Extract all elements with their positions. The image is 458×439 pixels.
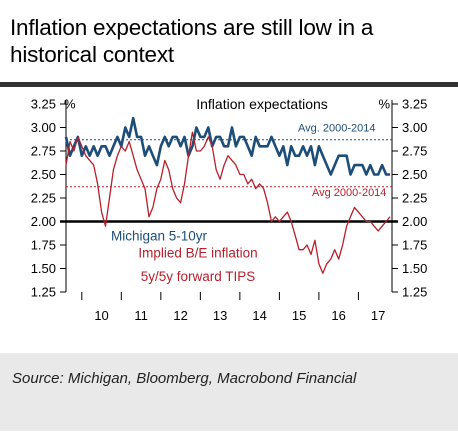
x-tick-label: 16 — [331, 308, 345, 323]
series-label-tips-2: 5y/5y forward TIPS — [141, 269, 256, 284]
chart-title: Inflation expectations — [196, 96, 328, 112]
chart-axes: 3.25 3.25 3.00 3.00 2.75 2.75 2.50 2.50 2.25 2.25… — [31, 97, 428, 324]
y-tick-label-left: 2.25 — [31, 191, 56, 206]
avg-label-michigan: Avg. 2000-2014 — [298, 123, 375, 135]
y-tick-label-left: 1.75 — [31, 238, 56, 253]
x-tick-label: 17 — [371, 308, 385, 323]
x-tick-label: 15 — [292, 308, 306, 323]
y-tick-label-right: 2.75 — [402, 144, 427, 159]
source-panel — [0, 353, 458, 431]
y-tick-label-left: 2.00 — [31, 214, 56, 229]
x-tick-label: 10 — [94, 308, 108, 323]
inflation-chart: 3.25 3.25 3.00 3.00 2.75 2.75 2.50 2.50 2.25 2.25… — [31, 96, 428, 324]
chart-labels: Inflation expectations Avg. 2000-2014 Avg … — [111, 96, 386, 284]
y-tick-label-left: 2.50 — [31, 167, 56, 182]
series-line-michigan — [64, 116, 390, 176]
y-tick-label-right: 1.75 — [402, 238, 427, 253]
y-tick-label-right: 1.25 — [402, 285, 427, 300]
x-tick-label: 14 — [252, 308, 266, 323]
y-tick-label-right: 3.00 — [402, 120, 427, 135]
series-lines — [64, 116, 391, 274]
y-tick-label-left: 2.75 — [31, 144, 56, 159]
series-line-tips — [65, 131, 391, 274]
y-tick-label-left: 1.50 — [31, 261, 56, 276]
series-label-tips-1: Implied B/E inflation — [138, 245, 257, 260]
title-divider — [0, 82, 458, 87]
reference-lines — [60, 139, 398, 223]
y-tick-label-left: 1.25 — [31, 285, 56, 300]
series-label-michigan: Michigan 5-10yr — [111, 229, 208, 244]
avg-label-tips: Avg 2000-2014 — [312, 187, 386, 199]
y-tick-label-right: 3.25 — [402, 97, 427, 112]
y-tick-label-left: 3.00 — [31, 120, 56, 135]
y-unit-right: % — [378, 97, 390, 112]
y-tick-label-right: 2.00 — [402, 214, 427, 229]
source-note: Source: Michigan, Bloomberg, Macrobond F… — [12, 370, 357, 387]
y-unit-left: % — [64, 97, 76, 112]
y-tick-label-right: 1.50 — [402, 261, 427, 276]
x-tick-label: 13 — [213, 308, 227, 323]
x-tick-label: 12 — [173, 308, 187, 323]
y-tick-label-right: 2.50 — [402, 167, 427, 182]
y-tick-label-right: 2.25 — [402, 191, 427, 206]
y-tick-label-left: 3.25 — [31, 97, 56, 112]
x-tick-label: 11 — [134, 308, 148, 323]
page-title: Inflation expectations are still low in … — [10, 15, 374, 67]
